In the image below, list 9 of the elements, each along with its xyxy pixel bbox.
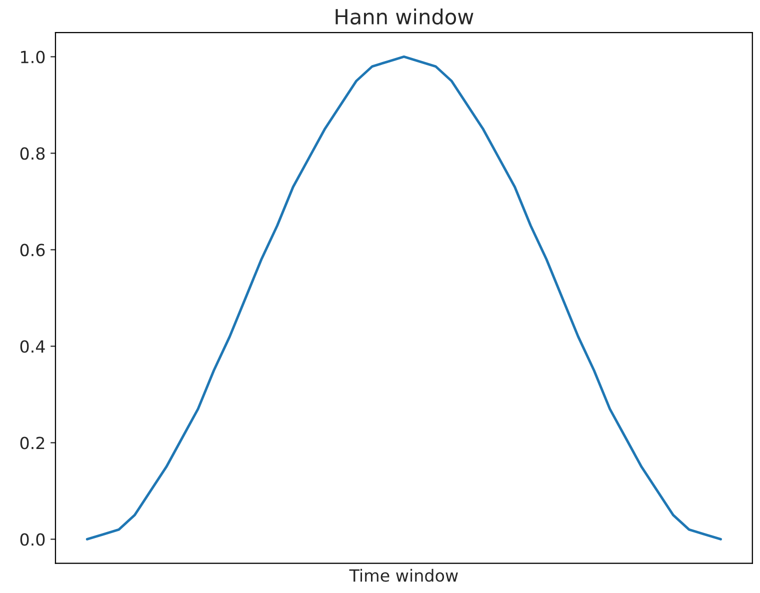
y-tick-label: 0.8 [20,147,45,160]
y-tick-label: 1.0 [21,50,45,64]
y-tick-label: 0.6 [20,244,45,256]
y-tick-label: 0.2 [20,436,44,450]
chart-title: Hann window [336,8,474,25]
y-tick-label: 0.0 [20,533,45,546]
line-series [86,55,722,540]
y-tick-label: 0.4 [20,340,45,353]
x-axis-title: Time window [349,568,458,582]
